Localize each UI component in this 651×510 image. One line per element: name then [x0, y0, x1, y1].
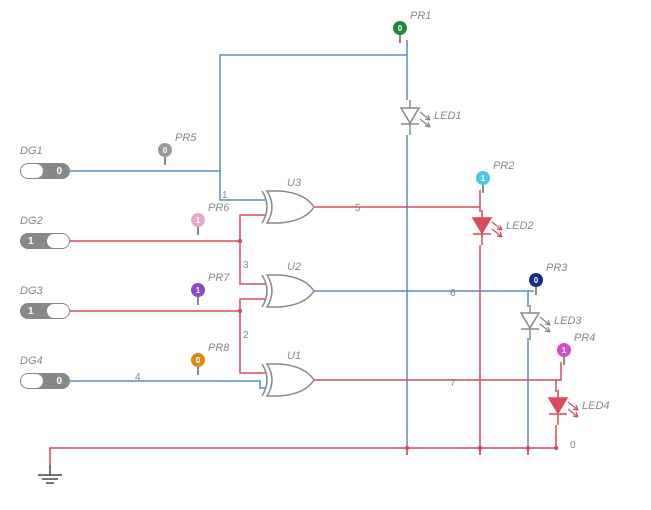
net-label: 0	[570, 440, 576, 451]
led-label: LED2	[506, 220, 534, 232]
junction	[238, 239, 242, 243]
probe-label: PR1	[410, 10, 431, 22]
led-icon	[521, 305, 550, 340]
probe-label: PR2	[493, 160, 514, 172]
wire	[220, 55, 407, 171]
net-label: 5	[355, 203, 361, 214]
net-label: 1	[222, 190, 228, 201]
wire	[556, 362, 561, 380]
gate-label: U2	[287, 261, 301, 273]
gate-label: U3	[287, 177, 301, 189]
probe-icon[interactable]: 1	[191, 283, 205, 297]
net-label: 6	[450, 288, 456, 299]
net-label: 2	[243, 330, 249, 341]
wire	[240, 215, 265, 241]
led-label: LED3	[554, 315, 582, 327]
xor-gate	[262, 364, 314, 396]
led-icon	[401, 100, 430, 135]
digital-switch[interactable]	[20, 233, 70, 249]
probe-icon[interactable]: 0	[191, 353, 205, 367]
circuit-canvas	[0, 0, 651, 510]
wire	[70, 241, 265, 284]
led-icon	[549, 390, 578, 425]
switch-label: DG4	[20, 355, 43, 367]
xor-gate	[262, 275, 314, 307]
wire	[314, 291, 528, 307]
led-icon	[473, 210, 502, 245]
wire	[70, 311, 265, 373]
led-label: LED4	[582, 400, 610, 412]
led-label: LED1	[434, 110, 462, 122]
junction	[478, 446, 482, 450]
net-label: 3	[243, 260, 249, 271]
junction	[405, 446, 409, 450]
digital-switch[interactable]	[20, 303, 70, 319]
gate-label: U1	[287, 350, 301, 362]
probe-icon[interactable]: 1	[476, 171, 490, 185]
wire	[70, 381, 265, 388]
switch-label: DG3	[20, 285, 43, 297]
switch-label: DG1	[20, 145, 43, 157]
xor-gate	[262, 191, 314, 223]
digital-switch[interactable]	[20, 373, 70, 389]
junction	[238, 309, 242, 313]
probe-icon[interactable]: 0	[529, 273, 543, 287]
junction	[526, 446, 530, 450]
junction	[554, 446, 558, 450]
probe-label: PR6	[208, 202, 229, 214]
probe-icon[interactable]: 0	[393, 21, 407, 35]
wire	[314, 207, 480, 212]
net-label: 7	[450, 378, 456, 389]
net-label: 4	[135, 372, 141, 383]
wire	[240, 299, 265, 311]
probe-label: PR3	[546, 262, 567, 274]
probe-icon[interactable]: 1	[557, 343, 571, 357]
wire	[314, 380, 556, 392]
probe-label: PR8	[208, 342, 229, 354]
switch-label: DG2	[20, 215, 43, 227]
probe-icon[interactable]: 0	[158, 143, 172, 157]
digital-switch[interactable]	[20, 163, 70, 179]
wire	[70, 171, 265, 200]
probe-label: PR7	[208, 272, 229, 284]
probe-label: PR5	[175, 132, 196, 144]
probe-label: PR4	[574, 332, 595, 344]
probe-icon[interactable]: 1	[191, 213, 205, 227]
